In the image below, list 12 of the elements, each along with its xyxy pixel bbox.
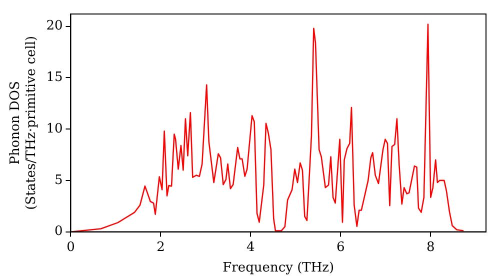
y-tick-label: 20: [46, 18, 63, 34]
x-tick-label: 0: [66, 240, 75, 255]
x-tick-label: 4: [246, 240, 255, 255]
x-tick-label: 2: [156, 240, 165, 255]
y-tick-label: 5: [54, 172, 63, 188]
x-axis-title: Frequency (THz): [222, 260, 334, 276]
x-tick-label: 6: [336, 240, 345, 255]
x-tick-label: 8: [426, 240, 435, 255]
y-axis-title: Phonon DOS (States/THz·primitive cell): [8, 36, 39, 210]
y-tick-label: 0: [54, 224, 63, 240]
y-tick-label: 15: [46, 70, 63, 86]
y-tick-label: 10: [46, 121, 63, 136]
